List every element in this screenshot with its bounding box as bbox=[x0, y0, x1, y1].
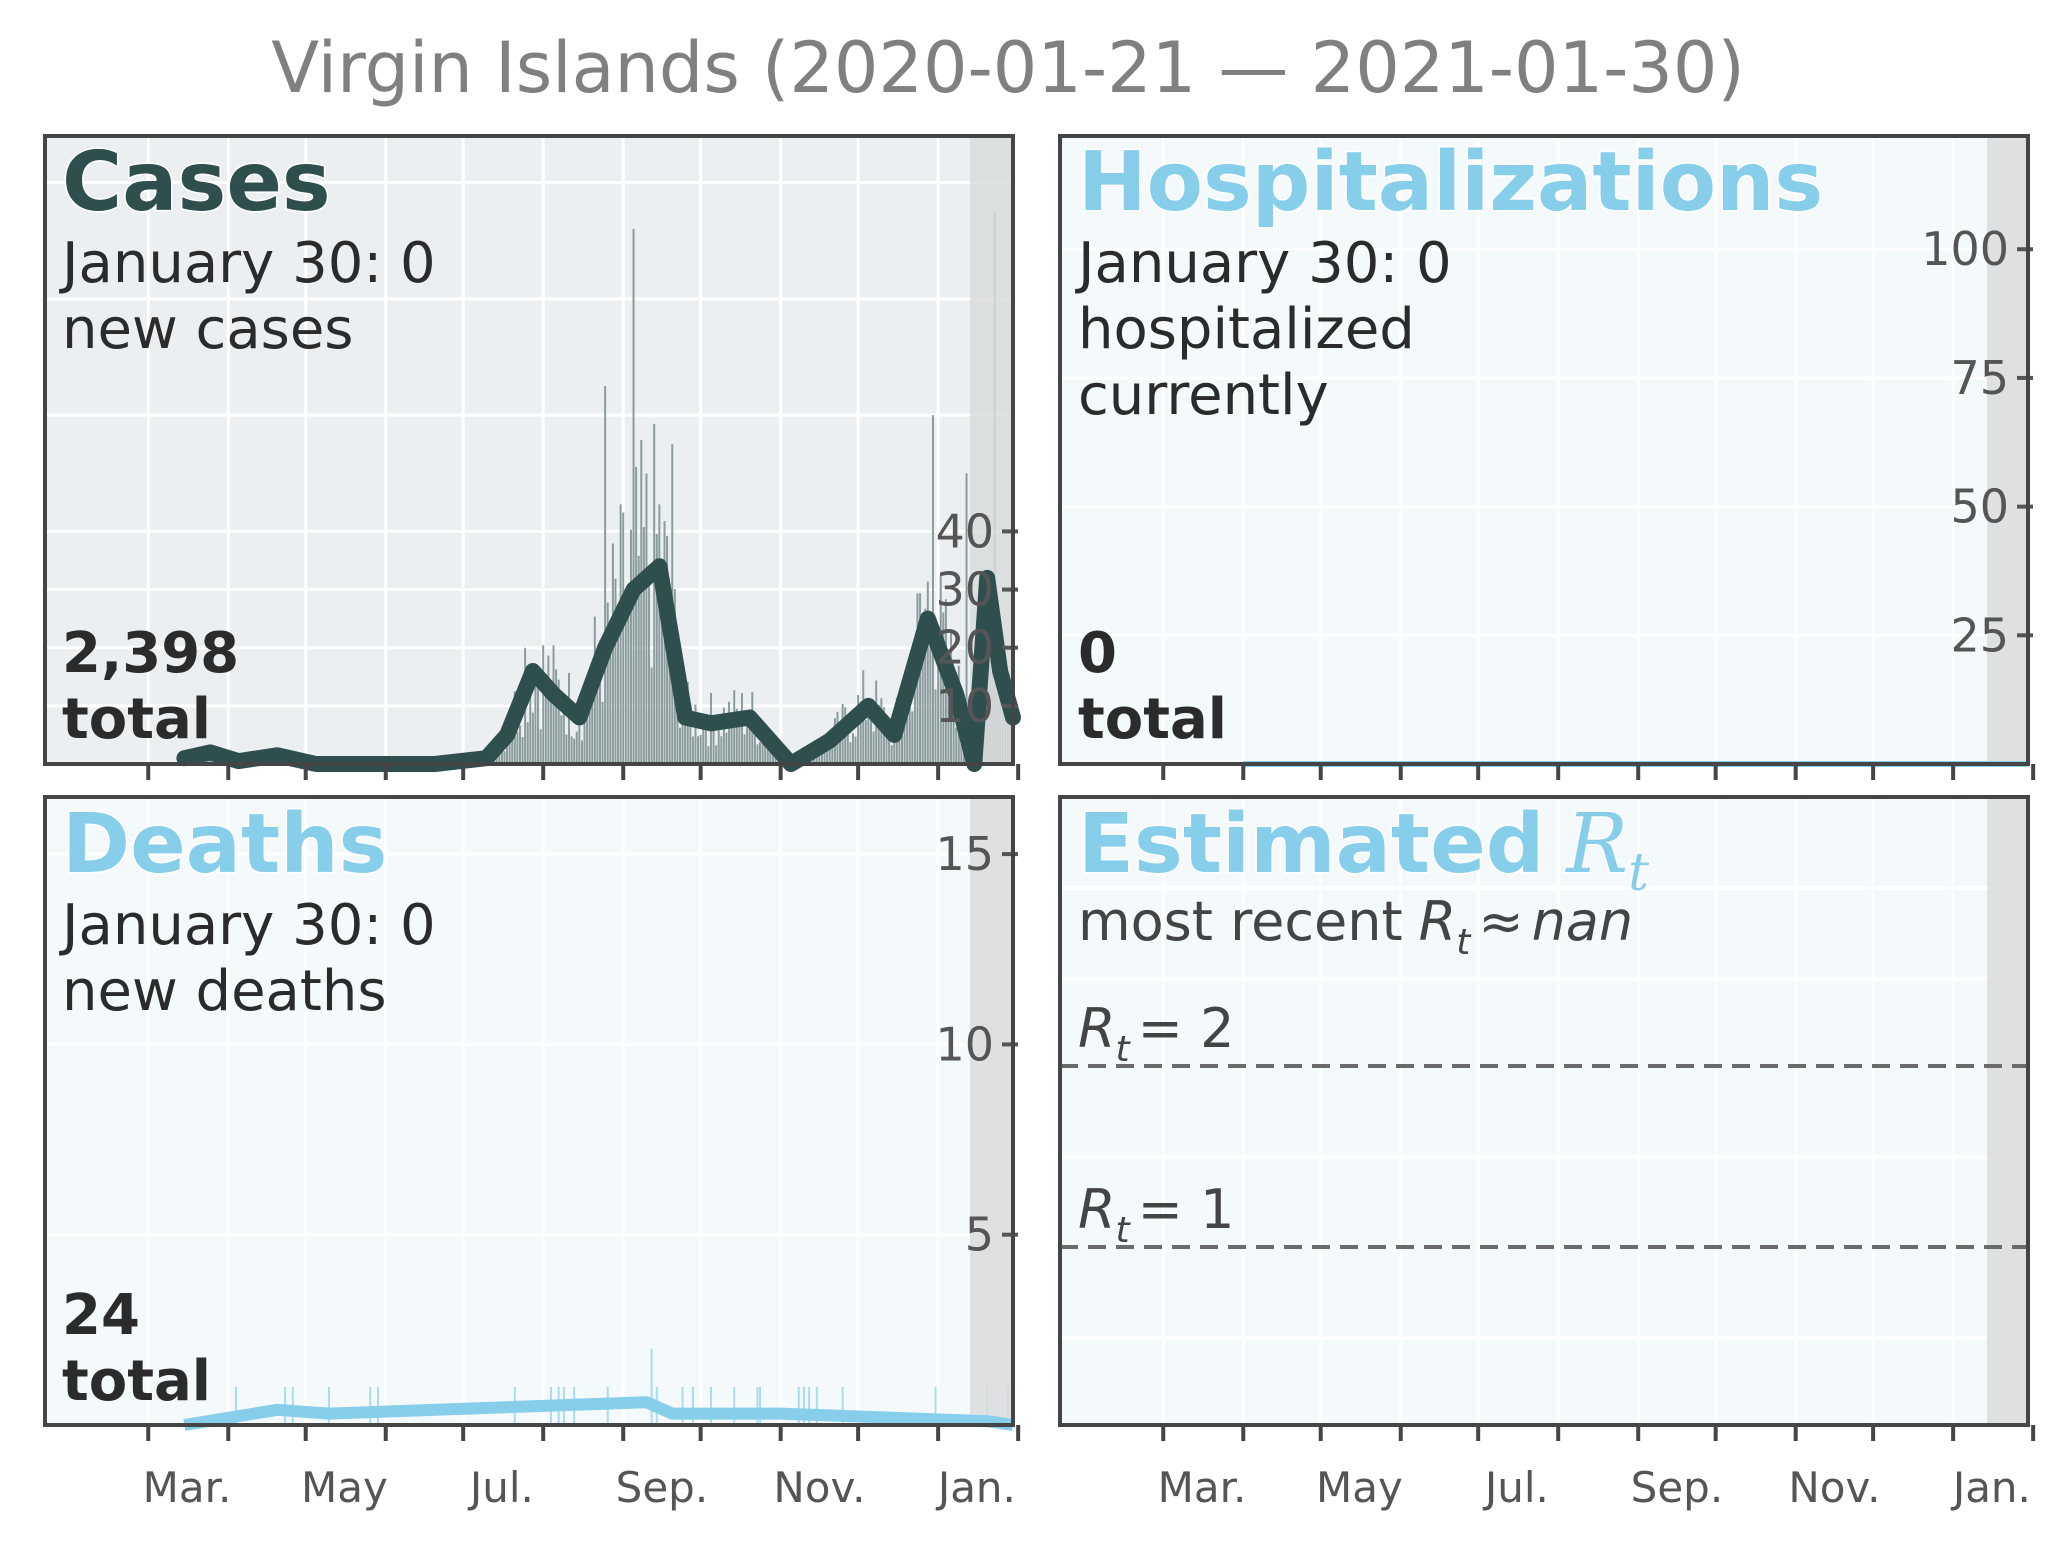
hospitalizations-plot-area bbox=[1060, 136, 2028, 764]
rt-x-tick-labels: Mar. May Jul. Sep. Nov. Jan. bbox=[1158, 1463, 2031, 1512]
rt-plot-area bbox=[1060, 797, 2028, 1425]
rt-most-recent: most recent Rt ≈ nan bbox=[1078, 890, 1633, 963]
deaths-total-value: 24 bbox=[62, 1283, 140, 1348]
rt-reference-label-2: Rt = 2 bbox=[1078, 997, 1234, 1070]
deaths-today-label: new deaths bbox=[62, 959, 387, 1024]
hospitalizations-today-label: hospitalized bbox=[1078, 297, 1415, 362]
deaths-x-ticks bbox=[146, 1425, 1021, 1441]
cases-total-label: total bbox=[62, 687, 211, 752]
y-tick-label: 15 bbox=[935, 827, 994, 881]
rt-reference-label-1: Rt = 1 bbox=[1078, 1178, 1234, 1251]
cases-today-label: new cases bbox=[62, 297, 353, 362]
x-tick-label: Jul. bbox=[1482, 1463, 1549, 1512]
hospitalizations-gridlines bbox=[1060, 136, 2035, 764]
y-tick-label: 10 bbox=[935, 1017, 994, 1071]
deaths-frame bbox=[43, 795, 1015, 1427]
deaths-y-axis: 5 10 15 bbox=[935, 827, 1018, 1262]
hospitalizations-panel: 25 50 75 100 Hospitalizations January 30: 0… bbox=[1058, 134, 2036, 780]
cases-heading: Cases bbox=[62, 135, 331, 230]
x-tick-label: Sep. bbox=[1631, 1463, 1724, 1512]
hospitalizations-y-axis: 25 50 75 100 bbox=[1921, 222, 2033, 662]
x-tick-label: May bbox=[301, 1463, 388, 1512]
deaths-recent-shading bbox=[970, 797, 1013, 1425]
x-tick-label: Jan. bbox=[935, 1463, 1016, 1512]
hospitalizations-today-value: January 30: 0 bbox=[1075, 231, 1452, 296]
deaths-gridlines bbox=[45, 797, 1020, 1425]
y-tick-label: 75 bbox=[1950, 351, 2009, 405]
rt-recent-shading bbox=[1987, 797, 2028, 1425]
cases-total-value: 2,398 bbox=[62, 621, 239, 686]
x-tick-label: May bbox=[1316, 1463, 1403, 1512]
hospitalizations-frame bbox=[1058, 134, 2030, 766]
rt-heading: Estimated Rt bbox=[1078, 797, 1649, 903]
x-tick-label: Sep. bbox=[616, 1463, 709, 1512]
hospitalizations-today-label-2: currently bbox=[1078, 363, 1329, 428]
cases-plot-area bbox=[45, 136, 1013, 764]
deaths-today-value: January 30: 0 bbox=[59, 893, 436, 958]
hospitalizations-heading: Hospitalizations bbox=[1078, 135, 1823, 230]
cases-x-ticks bbox=[146, 764, 1021, 780]
y-tick-label: 40 bbox=[935, 504, 994, 558]
rt-frame bbox=[1058, 795, 2030, 1427]
hospitalizations-total-value: 0 bbox=[1078, 621, 1117, 686]
hospitalizations-x-ticks bbox=[1161, 764, 2036, 780]
hospitalizations-total-label: total bbox=[1078, 687, 1227, 752]
x-tick-label: Mar. bbox=[143, 1463, 232, 1512]
y-tick-label: 10 bbox=[935, 679, 994, 733]
y-tick-label: 100 bbox=[1921, 222, 2009, 276]
deaths-panel: 5 10 15 Deaths January 30: 0 new deaths 24… bbox=[43, 795, 1021, 1512]
cases-today-value: January 30: 0 bbox=[59, 231, 436, 296]
rt-panel: Estimated Rt most recent Rt ≈ nan Rt = 2 Rt = … bbox=[1058, 795, 2036, 1512]
deaths-plot-area bbox=[45, 797, 1013, 1425]
y-tick-label: 25 bbox=[1950, 608, 2009, 662]
hospitalizations-recent-shading bbox=[1987, 136, 2028, 764]
y-tick-label: 30 bbox=[935, 563, 994, 617]
deaths-total-label: total bbox=[62, 1349, 211, 1414]
x-tick-label: Mar. bbox=[1158, 1463, 1247, 1512]
deaths-x-tick-labels: Mar. May Jul. Sep. Nov. Jan. bbox=[143, 1463, 1016, 1512]
figure-title: Virgin Islands (2020-01-21 — 2021-01-30) bbox=[271, 27, 1745, 109]
x-tick-label: Nov. bbox=[1788, 1463, 1880, 1512]
y-tick-label: 20 bbox=[935, 621, 994, 675]
x-tick-label: Jan. bbox=[1950, 1463, 2031, 1512]
deaths-heading: Deaths bbox=[62, 797, 387, 892]
x-tick-label: Jul. bbox=[467, 1463, 534, 1512]
deaths-smoothed-line bbox=[183, 1396, 1014, 1431]
y-tick-label: 50 bbox=[1950, 480, 2009, 534]
y-tick-label: 5 bbox=[965, 1208, 994, 1262]
rt-gridlines bbox=[1060, 797, 2035, 1425]
cases-frame bbox=[43, 134, 1015, 766]
rt-x-ticks bbox=[1161, 1425, 2036, 1441]
x-tick-label: Nov. bbox=[773, 1463, 865, 1512]
